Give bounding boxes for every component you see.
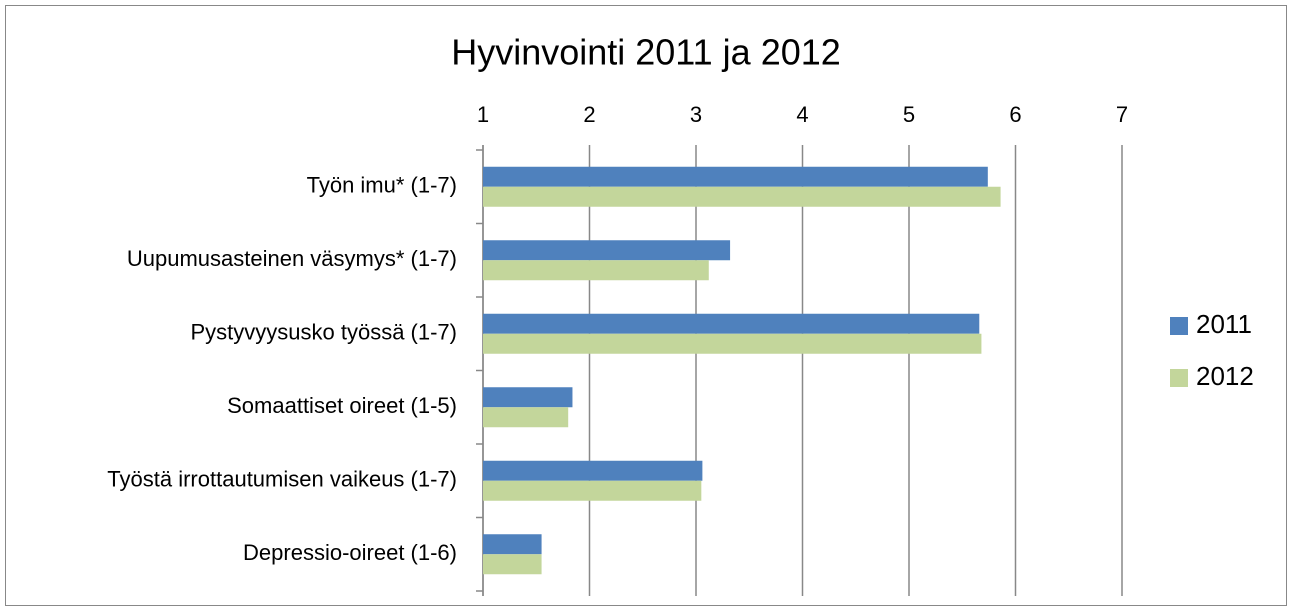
- bar: [483, 387, 573, 408]
- chart-title: Hyvinvointi 2011 ja 2012: [451, 32, 841, 73]
- legend-label: 2012: [1196, 361, 1254, 391]
- x-tick-label: 4: [796, 102, 808, 127]
- bar: [483, 460, 703, 481]
- x-tick-label: 2: [583, 102, 595, 127]
- bar: [483, 240, 731, 261]
- bar: [483, 260, 709, 281]
- x-tick-label: 5: [903, 102, 915, 127]
- legend-swatch: [1170, 369, 1188, 387]
- x-tick-label: 3: [690, 102, 702, 127]
- x-tick-label: 7: [1116, 102, 1128, 127]
- y-tick-label: Työstä irrottautumisen vaikeus (1-7): [107, 467, 457, 492]
- y-tick-label: Depressio-oireet (1-6): [243, 540, 457, 565]
- bar: [483, 166, 988, 187]
- bar: [483, 554, 542, 575]
- bar: [483, 186, 1001, 207]
- bar: [483, 480, 702, 501]
- y-tick-label: Uupumusasteinen väsymys* (1-7): [127, 246, 457, 271]
- bar: [483, 534, 542, 555]
- legend-swatch: [1170, 317, 1188, 335]
- bar: [483, 313, 980, 334]
- y-tick-label: Työn imu* (1-7): [307, 173, 457, 198]
- y-tick-label: Somaattiset oireet (1-5): [227, 393, 457, 418]
- bar: [483, 333, 982, 354]
- x-tick-label: 1: [477, 102, 489, 127]
- bar: [483, 407, 569, 428]
- y-tick-label: Pystyvyysusko työssä (1-7): [190, 320, 457, 345]
- legend-label: 2011: [1196, 309, 1252, 339]
- x-tick-label: 6: [1009, 102, 1021, 127]
- chart-border: [5, 5, 1287, 606]
